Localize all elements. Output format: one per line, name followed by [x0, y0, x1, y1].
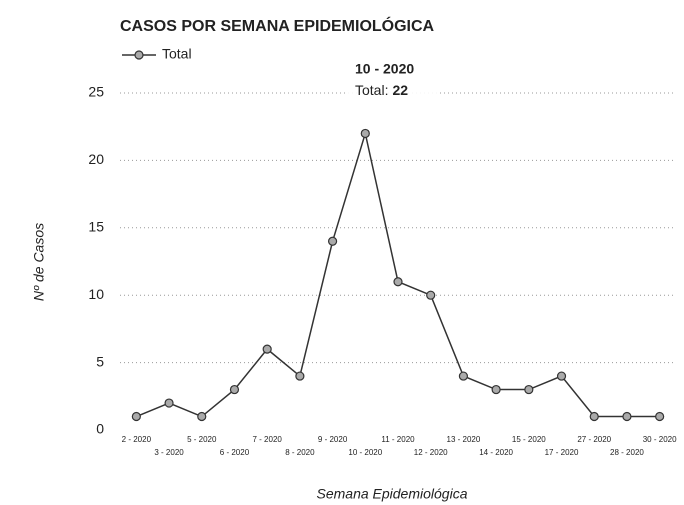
- x-tick-label: 9 - 2020: [318, 435, 348, 444]
- legend-label: Total: [162, 46, 192, 62]
- x-tick-label: 17 - 2020: [545, 448, 579, 457]
- x-tick-label: 6 - 2020: [220, 448, 250, 457]
- x-tick-label: 3 - 2020: [154, 448, 184, 457]
- chart-title: CASOS POR SEMANA EPIDEMIOLÓGICA: [120, 16, 435, 35]
- x-axis-label: Semana Epidemiológica: [317, 486, 468, 502]
- x-tick-label: 7 - 2020: [252, 435, 282, 444]
- data-point: [426, 290, 436, 300]
- x-tick-label: 10 - 2020: [348, 448, 382, 457]
- data-point: [262, 344, 272, 354]
- data-point: [622, 411, 632, 422]
- y-tick-label: 0: [96, 421, 104, 437]
- data-point: [556, 371, 567, 381]
- x-tick-label: 8 - 2020: [285, 448, 315, 457]
- tooltip-title: 10 - 2020: [355, 61, 414, 77]
- data-point: [393, 277, 403, 287]
- legend-marker: [134, 50, 144, 60]
- data-point: [589, 411, 599, 422]
- x-tick-label: 12 - 2020: [414, 448, 448, 457]
- x-tick-label: 11 - 2020: [381, 435, 415, 444]
- data-point: [229, 384, 240, 395]
- tooltip-box: [348, 58, 438, 104]
- y-tick-label: 5: [96, 353, 104, 369]
- x-tick-label: 28 - 2020: [610, 448, 644, 457]
- data-point: [655, 411, 665, 422]
- data-point: [197, 411, 207, 422]
- y-tick-label: 25: [88, 84, 104, 100]
- x-tick-label: 27 - 2020: [577, 435, 611, 444]
- data-point: [327, 236, 338, 246]
- data-point: [295, 371, 305, 381]
- data-point: [524, 384, 534, 395]
- tooltip-line: Total: 22: [355, 82, 408, 98]
- x-tick-label: 30 - 2020: [643, 435, 677, 444]
- series-line: [136, 130, 660, 418]
- tooltip-label: Total:: [355, 82, 388, 98]
- data-point: [491, 384, 501, 395]
- tooltip-value: 22: [392, 82, 408, 98]
- x-tick-label: 2 - 2020: [122, 435, 152, 444]
- data-point: [360, 128, 370, 139]
- x-tick-label: 13 - 2020: [447, 435, 481, 444]
- y-axis-label: Nº de Casos: [31, 223, 47, 301]
- x-tick-label: 5 - 2020: [187, 435, 217, 444]
- y-tick-label: 10: [88, 286, 104, 302]
- x-tick-label: 14 - 2020: [479, 448, 513, 457]
- y-tick-label: 15: [88, 219, 104, 235]
- data-point: [131, 411, 141, 422]
- data-point: [458, 371, 469, 381]
- y-tick-label: 20: [88, 151, 104, 167]
- data-point: [164, 398, 174, 408]
- x-tick-label: 15 - 2020: [512, 435, 546, 444]
